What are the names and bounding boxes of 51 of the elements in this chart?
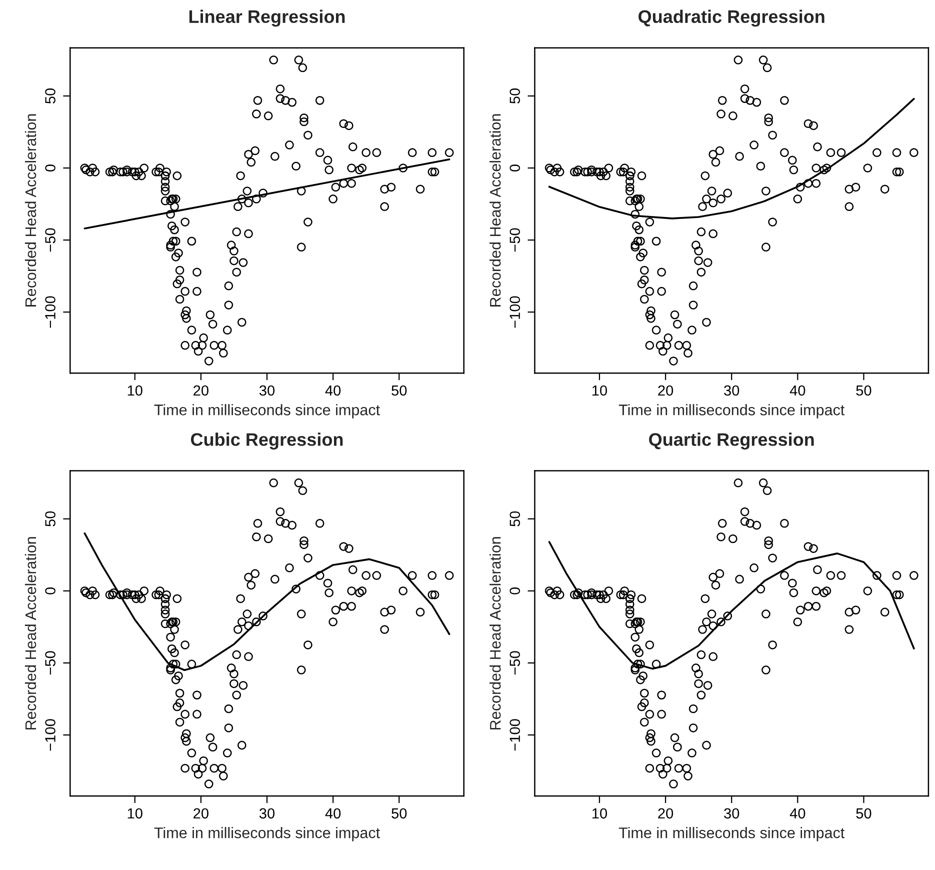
chart-title: Linear Regression [189, 10, 345, 27]
x-tick-label: 20 [194, 808, 208, 819]
x-tick-label: 10 [592, 808, 608, 819]
line-series [548, 541, 915, 670]
x-axis-title: Time in milliseconds since impact [154, 404, 380, 418]
y-tick-label: 50 [45, 88, 56, 104]
x-tick-label: 50 [856, 808, 872, 819]
x-tick-label: 40 [790, 808, 806, 819]
chart-title: Quartic Regression [649, 432, 814, 450]
y-tick-label: −100 [510, 296, 520, 328]
x-tick-label: 50 [392, 808, 407, 819]
y-tick-label: −100 [510, 719, 520, 751]
x-tick-label: 30 [724, 808, 740, 819]
y-tick-label: −50 [45, 228, 56, 252]
line-series [84, 532, 450, 672]
y-axis-title: Recorded Head Acceleration [490, 537, 501, 730]
x-tick-label: 10 [592, 385, 608, 396]
x-tick-label: 50 [392, 385, 407, 396]
y-tick-label: −50 [510, 651, 520, 675]
y-tick-label: 0 [45, 164, 56, 172]
x-tick-label: 20 [658, 808, 674, 819]
y-tick-label: −50 [510, 228, 520, 252]
y-tick-label: 50 [510, 511, 520, 526]
chart-title: Quadratic Regression [638, 10, 824, 27]
x-tick-label: 20 [658, 385, 674, 396]
x-tick-label: 10 [128, 808, 142, 819]
x-tick-label: 50 [856, 385, 872, 396]
x-tick-label: 30 [724, 385, 740, 396]
y-axis-title: Recorded Head Acceleration [490, 114, 501, 306]
y-tick-label: 0 [45, 587, 56, 594]
y-axis-title: Recorded Head Acceleration [24, 537, 36, 730]
line-series [548, 98, 915, 220]
x-axis-title: Time in milliseconds since impact [618, 827, 845, 842]
y-tick-label: −100 [45, 296, 56, 328]
x-tick-label: 20 [194, 385, 208, 396]
y-tick-label: 0 [510, 587, 520, 594]
y-tick-label: 0 [510, 164, 520, 172]
x-axis-title: Time in milliseconds since impact [618, 404, 845, 418]
x-axis-title: Time in milliseconds since impact [154, 827, 380, 842]
chart-title: Cubic Regression [190, 432, 343, 450]
x-tick-label: 30 [259, 385, 275, 396]
x-tick-label: 40 [790, 385, 806, 396]
x-tick-label: 40 [325, 385, 341, 396]
y-tick-label: 50 [45, 511, 56, 526]
y-tick-label: 50 [510, 88, 520, 104]
x-tick-label: 30 [259, 808, 275, 819]
x-tick-label: 40 [325, 808, 341, 819]
y-axis-title: Recorded Head Acceleration [24, 114, 36, 306]
x-tick-label: 10 [128, 385, 142, 396]
y-tick-label: −50 [45, 651, 56, 675]
y-tick-label: −100 [45, 719, 56, 751]
